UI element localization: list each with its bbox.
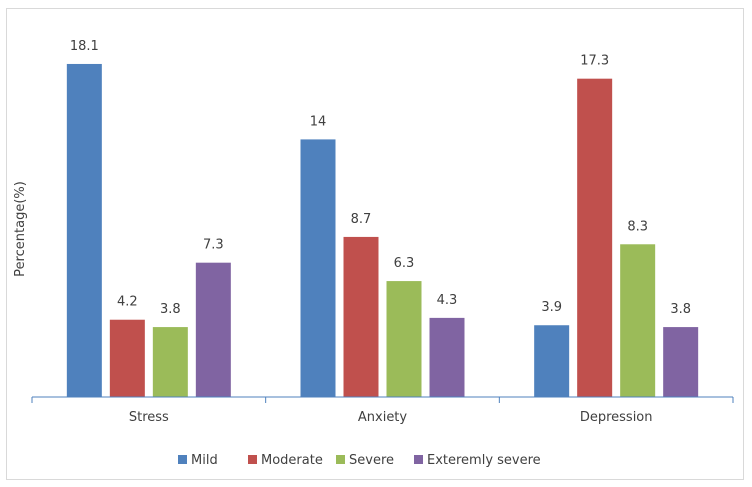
data-label: 6.3 xyxy=(394,256,415,271)
bar-severe-stress xyxy=(152,327,188,397)
data-label: 3.8 xyxy=(160,302,181,317)
bar-severe-depression xyxy=(620,244,656,397)
bar-moderate-anxiety xyxy=(343,236,379,397)
category-label-stress: Stress xyxy=(129,410,169,425)
bar-mild-depression xyxy=(534,325,570,397)
bar-mild-stress xyxy=(66,63,102,398)
legend-swatch-mild xyxy=(178,455,187,464)
bar-severe-anxiety xyxy=(386,281,422,397)
legend-swatch-exteremly-severe xyxy=(414,455,423,464)
data-label: 7.3 xyxy=(203,238,224,253)
bar-exteremly-severe-anxiety xyxy=(429,317,465,397)
data-labels-layer: 18.1 4.2 3.8 7.3 14 8.7 6.3 4.3 3.9 17.3 8.3 3.8 xyxy=(70,39,691,317)
data-label: 18.1 xyxy=(70,39,99,54)
data-label: 8.3 xyxy=(627,219,648,234)
legend: Mild Moderate Severe Exteremly severe xyxy=(178,453,541,468)
legend-swatch-severe xyxy=(336,455,345,464)
data-label: 17.3 xyxy=(580,54,609,69)
data-label: 3.8 xyxy=(670,302,691,317)
bar-mild-anxiety xyxy=(300,139,336,397)
legend-label-exteremly-severe: Exteremly severe xyxy=(427,453,541,468)
legend-label-moderate: Moderate xyxy=(261,453,323,468)
bar-exteremly-severe-depression xyxy=(663,327,699,397)
data-label: 4.2 xyxy=(117,295,138,310)
legend-label-severe: Severe xyxy=(349,453,394,468)
data-label: 8.7 xyxy=(351,212,372,227)
x-axis: Stress Anxiety Depression xyxy=(31,396,734,425)
category-label-anxiety: Anxiety xyxy=(358,410,408,425)
category-label-depression: Depression xyxy=(580,410,653,425)
bar-moderate-stress xyxy=(109,319,145,397)
bar-exteremly-severe-stress xyxy=(195,262,231,397)
legend-swatch-moderate xyxy=(248,455,257,464)
data-label: 4.3 xyxy=(437,293,458,308)
data-label: 14 xyxy=(310,114,327,129)
bar-moderate-depression xyxy=(577,78,613,398)
data-label: 3.9 xyxy=(541,300,562,315)
legend-label-mild: Mild xyxy=(191,453,218,468)
y-axis-label: Percentage(%) xyxy=(13,181,28,277)
bars-layer xyxy=(66,63,699,398)
